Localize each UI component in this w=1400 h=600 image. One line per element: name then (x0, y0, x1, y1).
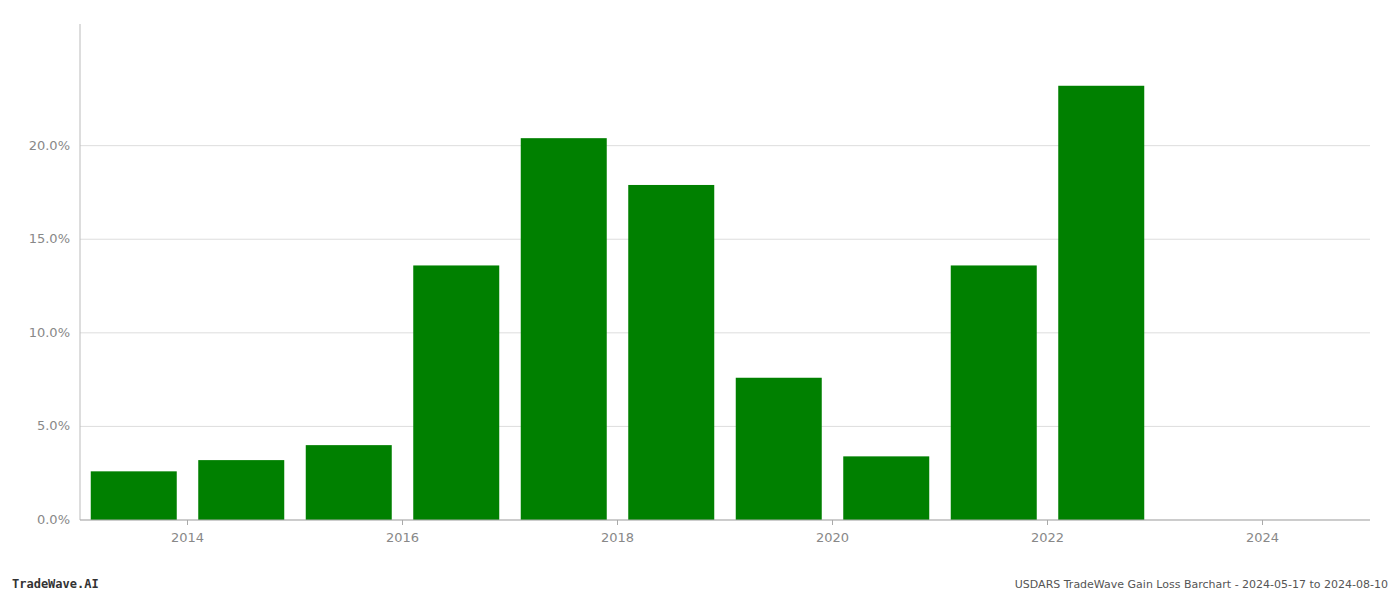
y-tick-label: 5.0% (37, 418, 70, 433)
bar (843, 456, 929, 520)
grid-line (80, 426, 1370, 427)
y-tick-label: 20.0% (29, 138, 70, 153)
footer-right: USDARS TradeWave Gain Loss Barchart - 20… (1015, 578, 1388, 591)
bar (413, 265, 499, 520)
x-tick (402, 520, 403, 525)
footer-left: TradeWave.AI (12, 577, 99, 591)
bar (91, 471, 177, 520)
bar (1058, 86, 1144, 520)
grid-line (80, 239, 1370, 240)
grid (80, 146, 1370, 520)
grid-line (80, 332, 1370, 333)
x-tick-label: 2022 (1031, 530, 1064, 545)
x-tick-label: 2024 (1246, 530, 1279, 545)
bar (521, 138, 607, 520)
y-tick-label: 10.0% (29, 325, 70, 340)
x-tick-label: 2020 (816, 530, 849, 545)
bar (736, 378, 822, 520)
x-tick-label: 2018 (601, 530, 634, 545)
x-tick (187, 520, 188, 525)
chart-container: 0.0% 5.0% 10.0% 15.0% 20.0% 2014 2016 2018 2020 2… (0, 0, 1400, 600)
bar (198, 460, 284, 520)
grid-line (80, 145, 1370, 146)
grid-line (80, 520, 1370, 521)
x-axis-line (80, 520, 1370, 521)
x-tick (617, 520, 618, 525)
x-tick (1047, 520, 1048, 525)
bars (91, 86, 1145, 520)
x-tick (832, 520, 833, 525)
y-axis-line (80, 24, 81, 520)
bar (306, 445, 392, 520)
x-tick-label: 2016 (386, 530, 419, 545)
x-tick (1262, 520, 1263, 525)
bar (951, 265, 1037, 520)
y-tick-label: 15.0% (29, 231, 70, 246)
bar (628, 185, 714, 520)
x-tick-label: 2014 (171, 530, 204, 545)
y-tick-label: 0.0% (37, 512, 70, 527)
chart-svg: 0.0% 5.0% 10.0% 15.0% 20.0% 2014 2016 2018 2020 2… (0, 0, 1400, 600)
background (0, 0, 1400, 600)
